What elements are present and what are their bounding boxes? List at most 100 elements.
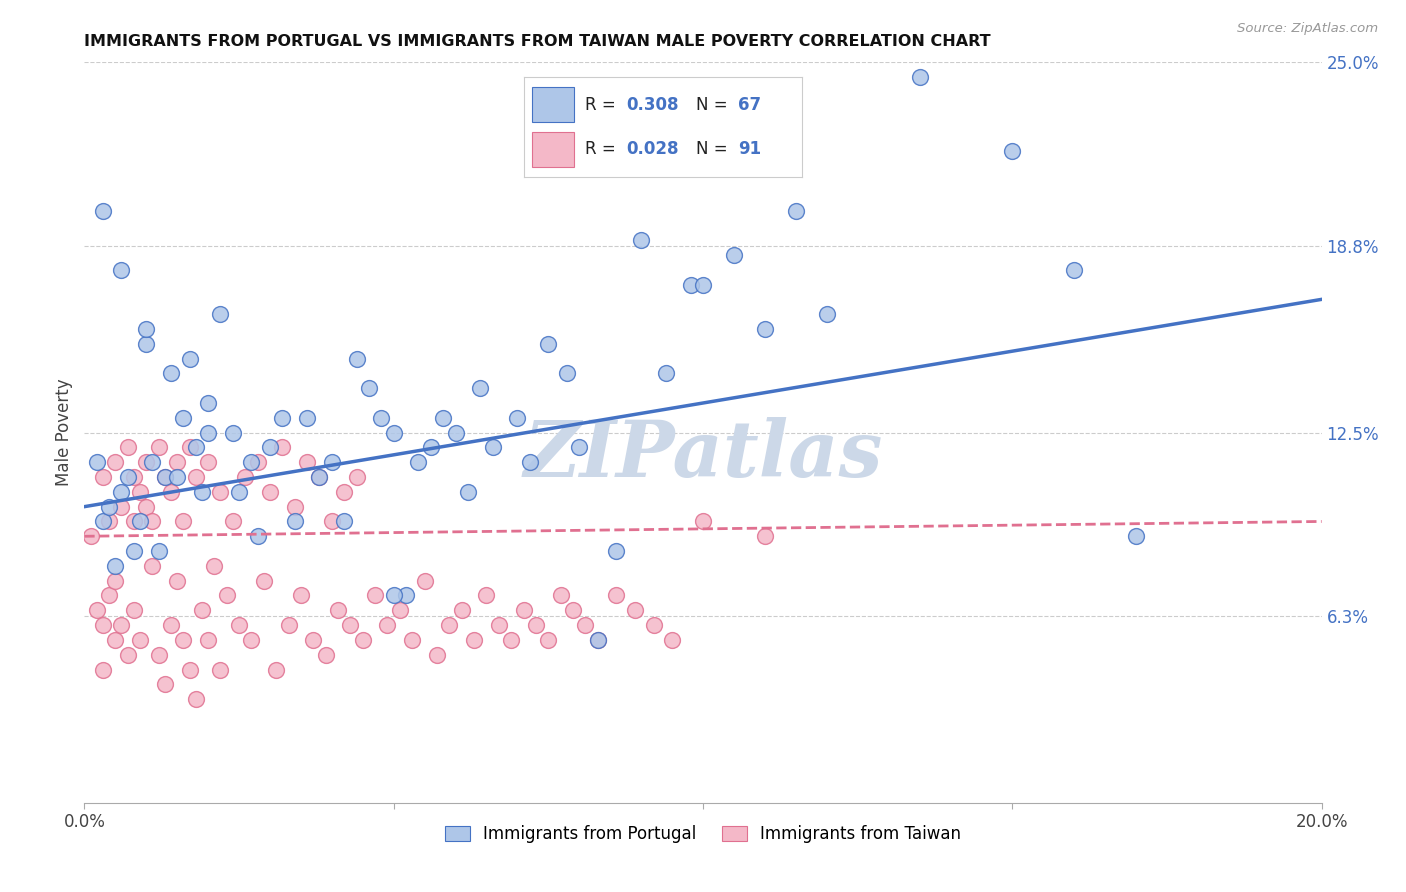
Point [117,441,139,455]
Point [605,544,627,558]
Point [148,648,170,662]
Point [246,529,269,543]
Point [191,484,214,499]
Point [122,544,145,558]
Point [98,589,121,603]
Point [277,618,299,632]
Point [562,603,585,617]
Y-axis label: Male Poverty: Male Poverty [55,379,73,486]
Point [308,470,330,484]
Point [439,618,461,632]
Point [290,589,312,603]
Point [370,410,392,425]
Point [815,307,838,321]
Point [419,441,441,455]
Point [259,484,281,499]
Point [246,455,269,469]
Point [110,500,132,514]
Text: Source: ZipAtlas.com: Source: ZipAtlas.com [1237,22,1378,36]
Point [184,441,207,455]
Point [352,632,374,647]
Point [172,410,194,425]
Point [519,455,541,469]
Point [122,603,145,617]
Point [586,632,609,647]
Point [413,574,436,588]
Point [209,663,232,677]
Point [470,381,492,395]
Point [91,515,114,529]
Point [141,558,163,573]
Point [184,692,207,706]
Point [333,484,356,499]
Point [785,203,807,218]
Point [98,500,121,514]
Point [117,470,139,484]
Point [184,470,207,484]
Point [450,603,472,617]
Point [661,632,683,647]
Point [537,336,560,351]
Point [110,262,132,277]
Point [148,544,170,558]
Text: IMMIGRANTS FROM PORTUGAL VS IMMIGRANTS FROM TAIWAN MALE POVERTY CORRELATION CHAR: IMMIGRANTS FROM PORTUGAL VS IMMIGRANTS F… [84,34,991,49]
Point [179,351,201,366]
Point [1125,529,1147,543]
Point [432,410,454,425]
Point [98,515,121,529]
Point [512,603,534,617]
Point [524,618,547,632]
Point [444,425,467,440]
Point [104,558,127,573]
Point [295,410,318,425]
Point [135,336,157,351]
Point [104,574,127,588]
Point [166,574,188,588]
Point [209,484,232,499]
Point [382,589,405,603]
Point [104,455,127,469]
Point [408,455,430,469]
Point [153,470,176,484]
Point [568,441,591,455]
Point [215,589,238,603]
Point [117,648,139,662]
Point [537,632,560,647]
Point [605,589,627,603]
Point [122,470,145,484]
Point [135,455,157,469]
Point [172,515,194,529]
Point [160,484,183,499]
Point [364,589,387,603]
Point [259,441,281,455]
Point [284,515,307,529]
Point [129,515,152,529]
Point [197,396,219,410]
Point [388,603,411,617]
Point [555,367,578,381]
Point [110,484,132,499]
Point [339,618,361,632]
Point [202,558,225,573]
Point [228,618,250,632]
Point [302,632,325,647]
Point [463,632,485,647]
Point [104,632,127,647]
Point [172,632,194,647]
Point [148,441,170,455]
Point [308,470,330,484]
Point [401,632,423,647]
Point [506,410,529,425]
Point [295,455,318,469]
Point [222,515,245,529]
Point [240,455,263,469]
Point [141,455,163,469]
Point [160,367,183,381]
Point [377,618,399,632]
Point [321,515,343,529]
Point [679,277,702,292]
Point [1001,145,1024,159]
Point [457,484,479,499]
Point [129,484,152,499]
Point [357,381,380,395]
